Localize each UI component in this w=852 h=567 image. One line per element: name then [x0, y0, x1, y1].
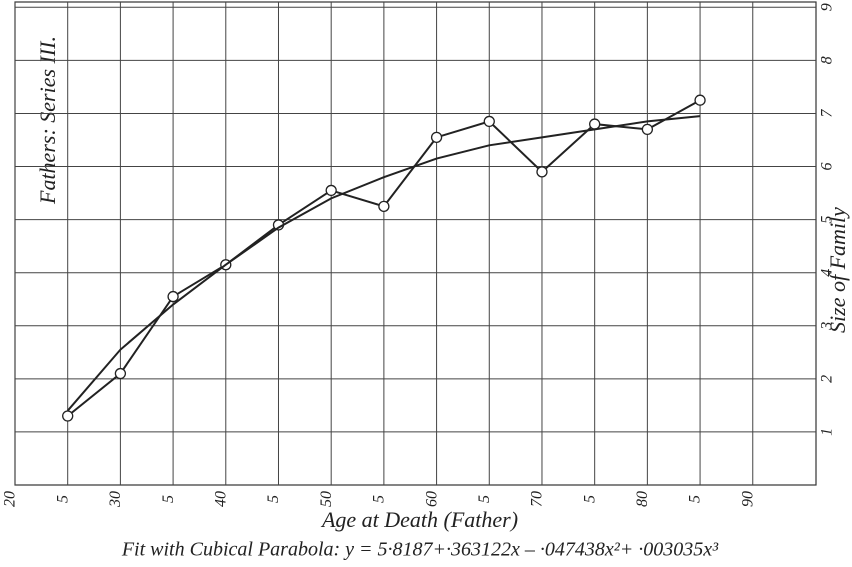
- x-tick-label: 5: [160, 495, 177, 503]
- x-tick-label: 60: [423, 491, 440, 507]
- chart-subtitle: Fit with Cubical Parabola: y = 5·8187+·3…: [121, 539, 719, 561]
- data-point: [589, 118, 601, 130]
- y-tick-label: 4: [819, 269, 836, 277]
- y-tick-label: 6: [819, 163, 836, 171]
- y-tick-label: 5: [819, 216, 836, 224]
- data-point: [114, 367, 127, 380]
- series-line: [66, 115, 701, 412]
- data-point: [167, 290, 179, 303]
- x-tick-label: 5: [265, 495, 282, 503]
- x-axis-label: Age at Death (Father): [320, 507, 518, 532]
- x-tick-label: 20: [2, 491, 19, 507]
- x-tick-label: 5: [54, 495, 71, 503]
- data-point: [694, 94, 706, 106]
- data-point: [483, 115, 495, 128]
- data-point: [641, 123, 654, 136]
- y-axis-label: Size of Family: [825, 207, 850, 333]
- data-point: [536, 166, 548, 178]
- data-point: [62, 410, 74, 422]
- x-tick-label: 5: [687, 495, 704, 503]
- x-tick-label: 90: [739, 491, 756, 507]
- x-tick-label: 5: [371, 495, 388, 503]
- y-tick-label: 7: [819, 108, 836, 117]
- x-tick-label: 30: [107, 491, 124, 508]
- y-tick-label: 8: [819, 56, 836, 64]
- x-tick-label: 80: [634, 491, 651, 507]
- plot-frame: [14, 1, 817, 486]
- x-tick-label: 50: [318, 491, 335, 507]
- y-tick-label: 2: [819, 375, 836, 383]
- chart-title: Fathers: Series III.: [35, 36, 60, 205]
- x-tick-label: 5: [476, 495, 493, 503]
- x-tick-label: 5: [581, 495, 598, 503]
- x-tick-label: 40: [212, 491, 229, 507]
- y-tick-label: 3: [819, 322, 836, 331]
- data-point: [430, 131, 443, 143]
- data-point: [378, 200, 390, 212]
- data-point: [325, 184, 337, 197]
- y-tick-label: 9: [819, 3, 836, 11]
- y-tick-label: 1: [819, 428, 836, 436]
- x-tick-label: 70: [529, 491, 546, 507]
